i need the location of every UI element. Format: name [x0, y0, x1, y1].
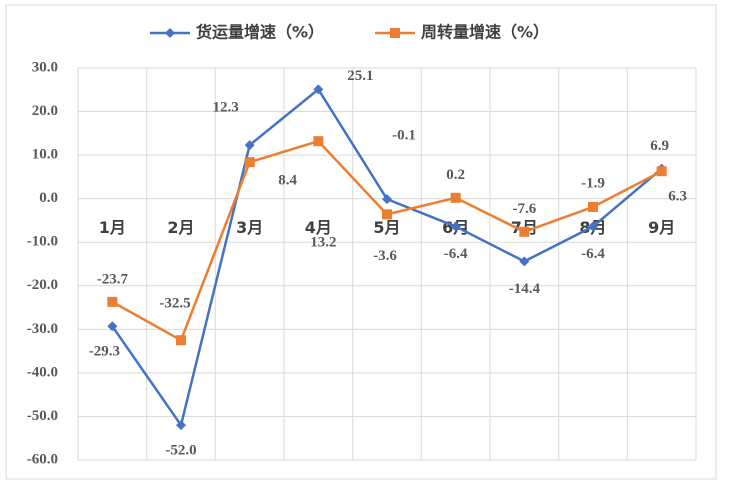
x-tick-label: 2月: [167, 218, 194, 237]
data-label: 6.3: [668, 189, 687, 205]
point-marker: [313, 84, 324, 95]
legend-label: 货运量增速（%）: [196, 23, 324, 42]
data-label: 25.1: [347, 68, 373, 84]
y-tick-label: 10.0: [32, 147, 58, 163]
legend-marker: [390, 28, 400, 38]
data-label: -6.4: [581, 246, 605, 262]
data-label: -14.4: [509, 281, 541, 297]
data-label: -32.5: [159, 296, 190, 312]
x-tick-label: 9月: [648, 218, 675, 237]
data-label: -23.7: [97, 271, 129, 287]
legend-marker: [165, 28, 175, 38]
x-tick-label: 4月: [305, 218, 332, 237]
data-label: 6.9: [650, 138, 669, 154]
data-label: 13.2: [310, 235, 336, 251]
data-label: -0.1: [392, 128, 416, 144]
point-marker: [382, 194, 392, 205]
point-marker: [382, 209, 392, 220]
y-tick-label: -10.0: [27, 234, 58, 250]
y-tick-label: -20.0: [27, 277, 58, 293]
point-marker: [107, 321, 118, 332]
legend-label: 周转量增速（%）: [421, 23, 549, 42]
x-tick-label: 1月: [99, 218, 126, 237]
data-label: -6.4: [444, 246, 468, 262]
point-marker: [519, 226, 530, 237]
y-tick-label: -50.0: [27, 408, 58, 424]
point-marker: [107, 296, 118, 307]
data-label: 8.4: [278, 173, 297, 189]
data-label: 12.3: [213, 100, 239, 116]
data-label: -52.0: [165, 443, 196, 459]
point-marker: [588, 221, 598, 232]
y-tick-label: 30.0: [32, 59, 58, 75]
point-marker: [313, 136, 324, 147]
y-tick-label: 0.0: [39, 190, 58, 206]
point-marker: [519, 256, 530, 267]
point-marker: [588, 201, 598, 212]
data-label: -29.3: [89, 344, 120, 360]
y-tick-label: -40.0: [27, 364, 58, 380]
x-tick-label: 3月: [236, 218, 263, 237]
point-marker: [244, 140, 255, 151]
y-tick-label: 20.0: [32, 103, 58, 119]
data-label: 0.2: [446, 167, 465, 183]
x-tick-label: 5月: [373, 218, 400, 237]
data-label: -1.9: [581, 175, 605, 191]
point-marker: [176, 420, 186, 431]
y-tick-label: -30.0: [27, 321, 58, 337]
data-label: -7.6: [512, 201, 536, 217]
point-marker: [176, 335, 186, 346]
point-marker: [656, 166, 667, 177]
point-marker: [450, 221, 461, 232]
y-tick-label: -60.0: [27, 451, 58, 467]
data-label: -3.6: [373, 248, 397, 264]
point-marker: [244, 157, 255, 168]
point-marker: [450, 192, 461, 203]
